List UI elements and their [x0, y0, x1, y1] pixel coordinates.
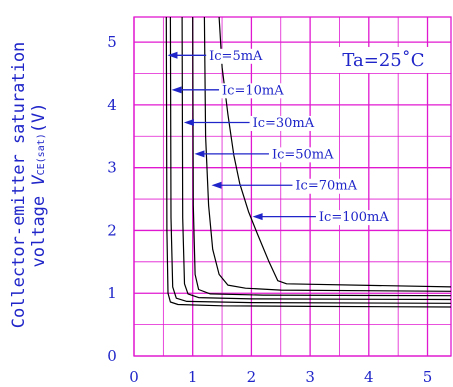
annotations: Ic=5mA Ic=10mA Ic=30mA Ic=50mA Ic=70mA Ic=100…: [167, 48, 392, 226]
y-tick-label: 4: [107, 96, 117, 114]
annotation-label: Ic=30mA: [253, 116, 315, 131]
y-tick-label: 0: [107, 347, 117, 365]
x-tick-label: 0: [129, 368, 139, 386]
y-tick-label: 1: [107, 284, 117, 302]
x-tick-label: 5: [423, 368, 433, 386]
annotation-label: Ic=50mA: [272, 147, 334, 162]
plot-frame: [133, 16, 452, 357]
curves: [165, 16, 452, 308]
condition-label-bg: [338, 46, 429, 73]
y-axis-label-variable: V: [29, 175, 49, 186]
annotation-label-bg: [220, 83, 287, 99]
x-tick-label: 2: [247, 368, 257, 386]
annotation-arrow-head: [171, 86, 182, 94]
annotation-arrow-head: [194, 150, 205, 158]
annotation-arrow-head: [252, 213, 263, 221]
annotation-arrow-head: [211, 181, 222, 189]
series-line: [181, 16, 452, 301]
y-axis-label-line2: voltage VCE(sat)(V): [29, 102, 49, 267]
y-axis-label-subscript: CE(sat): [36, 133, 47, 175]
annotation-label: Ic=10mA: [222, 83, 284, 98]
series-line: [203, 16, 452, 292]
annotation-label-bg: [293, 178, 360, 194]
y-tick-label: 3: [107, 159, 117, 177]
x-tick-label: 1: [188, 368, 198, 386]
annotation-arrow-head: [167, 51, 178, 59]
annotation-label-bg: [207, 48, 266, 64]
series-line: [192, 16, 452, 297]
y-axis-label-prefix: voltage: [29, 186, 49, 268]
series-line: [165, 16, 452, 308]
y-axis-label: Collector-emitter saturation voltage VCE…: [9, 42, 49, 329]
x-tick-label: 3: [305, 368, 315, 386]
annotation-label: Ic=70mA: [295, 179, 357, 194]
annotation-label: Ic=5mA: [209, 49, 263, 64]
series-line: [169, 16, 452, 304]
grid: [133, 16, 452, 357]
annotation-label: Ic=100mA: [319, 210, 389, 225]
annotation-arrow-head: [183, 118, 194, 126]
annotation-label-bg: [316, 210, 392, 226]
tick-labels: 0 1 2 3 4 5 0 1 2 3 4 5: [107, 33, 432, 386]
y-axis-label-line1: Collector-emitter saturation: [9, 42, 29, 329]
y-tick-label: 2: [107, 221, 117, 239]
annotation-label-bg: [269, 147, 337, 163]
annotation-label-bg: [250, 115, 317, 131]
condition-label: Ta=25˚C: [342, 49, 424, 71]
y-tick-label: 5: [107, 33, 117, 51]
series-line: [218, 16, 452, 288]
x-tick-label: 4: [364, 368, 374, 386]
y-axis-label-unit: (V): [29, 102, 49, 133]
